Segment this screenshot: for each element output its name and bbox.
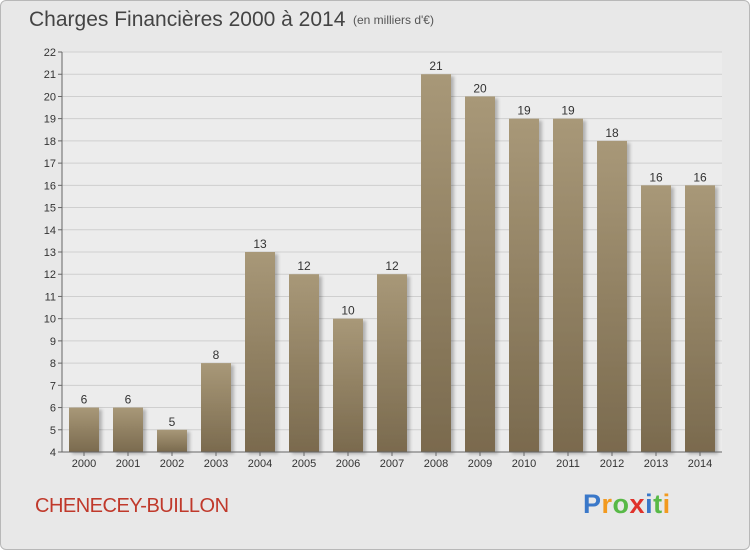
x-tick-label-2000: 2000	[72, 458, 96, 470]
y-tick-label: 17	[44, 158, 56, 170]
y-tick-label: 21	[44, 69, 56, 81]
x-tick-label-2008: 2008	[424, 458, 448, 470]
logo-letter: P	[583, 489, 602, 519]
bar-2000	[69, 407, 99, 452]
y-tick-label: 14	[44, 225, 56, 237]
logo-letter: t	[653, 489, 663, 519]
y-tick-label: 8	[50, 358, 56, 370]
y-tick-label: 10	[44, 314, 56, 326]
x-tick-label-2011: 2011	[556, 458, 580, 470]
bar-2004	[245, 252, 275, 452]
data-label-2000: 6	[81, 393, 88, 407]
logo-letter: r	[601, 489, 613, 519]
x-tick-label-2007: 2007	[380, 458, 404, 470]
y-tick-label: 19	[44, 114, 56, 126]
x-tick-label-2001: 2001	[116, 458, 140, 470]
y-tick-label: 22	[44, 47, 56, 59]
data-label-2002: 5	[169, 415, 176, 429]
bar-2002	[157, 429, 187, 452]
x-tick-label-2014: 2014	[688, 458, 712, 470]
x-tick-label-2013: 2013	[644, 458, 668, 470]
commune-name: CHENECEY-BUILLON	[35, 495, 229, 517]
y-tick-label: 16	[44, 180, 56, 192]
data-label-2008: 21	[429, 59, 443, 73]
logo-letter: x	[629, 489, 646, 519]
y-tick-label: 6	[50, 403, 56, 415]
y-tick-label: 18	[44, 136, 56, 148]
bar-2008	[421, 74, 451, 452]
bar-2011	[553, 118, 583, 453]
y-tick-label: 13	[44, 247, 56, 259]
data-label-2005: 12	[297, 259, 311, 273]
data-label-2012: 18	[605, 126, 619, 140]
data-label-2013: 16	[649, 170, 663, 184]
data-label-2010: 19	[517, 104, 531, 118]
proxiti-logo: Proxiti	[583, 489, 671, 520]
data-label-2006: 10	[341, 304, 355, 318]
x-tick-label-2002: 2002	[160, 458, 184, 470]
chart-unit: (en milliers d'€)	[353, 13, 434, 27]
y-tick-label: 9	[50, 336, 56, 348]
logo-letter: i	[645, 489, 654, 519]
y-tick-label: 15	[44, 203, 56, 215]
bar-2001	[113, 407, 143, 452]
data-label-2001: 6	[125, 393, 132, 407]
bar-2010	[509, 118, 539, 453]
x-tick-label-2004: 2004	[248, 458, 272, 470]
logo-letter: o	[612, 489, 630, 519]
logo-letter: i	[662, 489, 671, 519]
y-tick-label: 12	[44, 269, 56, 281]
data-label-2007: 12	[385, 259, 399, 273]
y-tick-label: 11	[45, 291, 56, 303]
bar-2013	[641, 185, 671, 453]
bar-2014	[685, 185, 715, 453]
bar-2009	[465, 96, 495, 452]
data-label-2014: 16	[693, 170, 707, 184]
x-tick-label-2010: 2010	[512, 458, 536, 470]
bar-2006	[333, 318, 363, 452]
bar-layer: 6 6 5 8 13 12 10 12 21 20 19 19 18 16 16	[69, 59, 715, 453]
y-tick-label: 7	[50, 380, 56, 392]
y-tick-label: 5	[50, 425, 56, 437]
x-tick-label-2005: 2005	[292, 458, 316, 470]
y-tick-label: 4	[50, 447, 56, 459]
bar-2012	[597, 140, 627, 452]
bar-2003	[201, 363, 231, 452]
x-tick-label-2012: 2012	[600, 458, 624, 470]
data-label-2003: 8	[213, 348, 220, 362]
x-tick-label-2003: 2003	[204, 458, 228, 470]
axis-layer: 4 5 6 7 8 9 10 11 12 13 14 15 16 17 18 19 20 21 22 2000 2001…	[44, 47, 722, 470]
data-label-2009: 20	[473, 81, 487, 95]
bar-2007	[377, 274, 407, 452]
bar-2005	[289, 274, 319, 452]
y-tick-label: 20	[44, 91, 56, 103]
x-tick-label-2006: 2006	[336, 458, 360, 470]
chart-title: Charges Financières 2000 à 2014	[29, 8, 346, 31]
x-tick-label-2009: 2009	[468, 458, 492, 470]
data-label-2011: 19	[561, 104, 575, 118]
data-label-2004: 13	[253, 237, 267, 251]
